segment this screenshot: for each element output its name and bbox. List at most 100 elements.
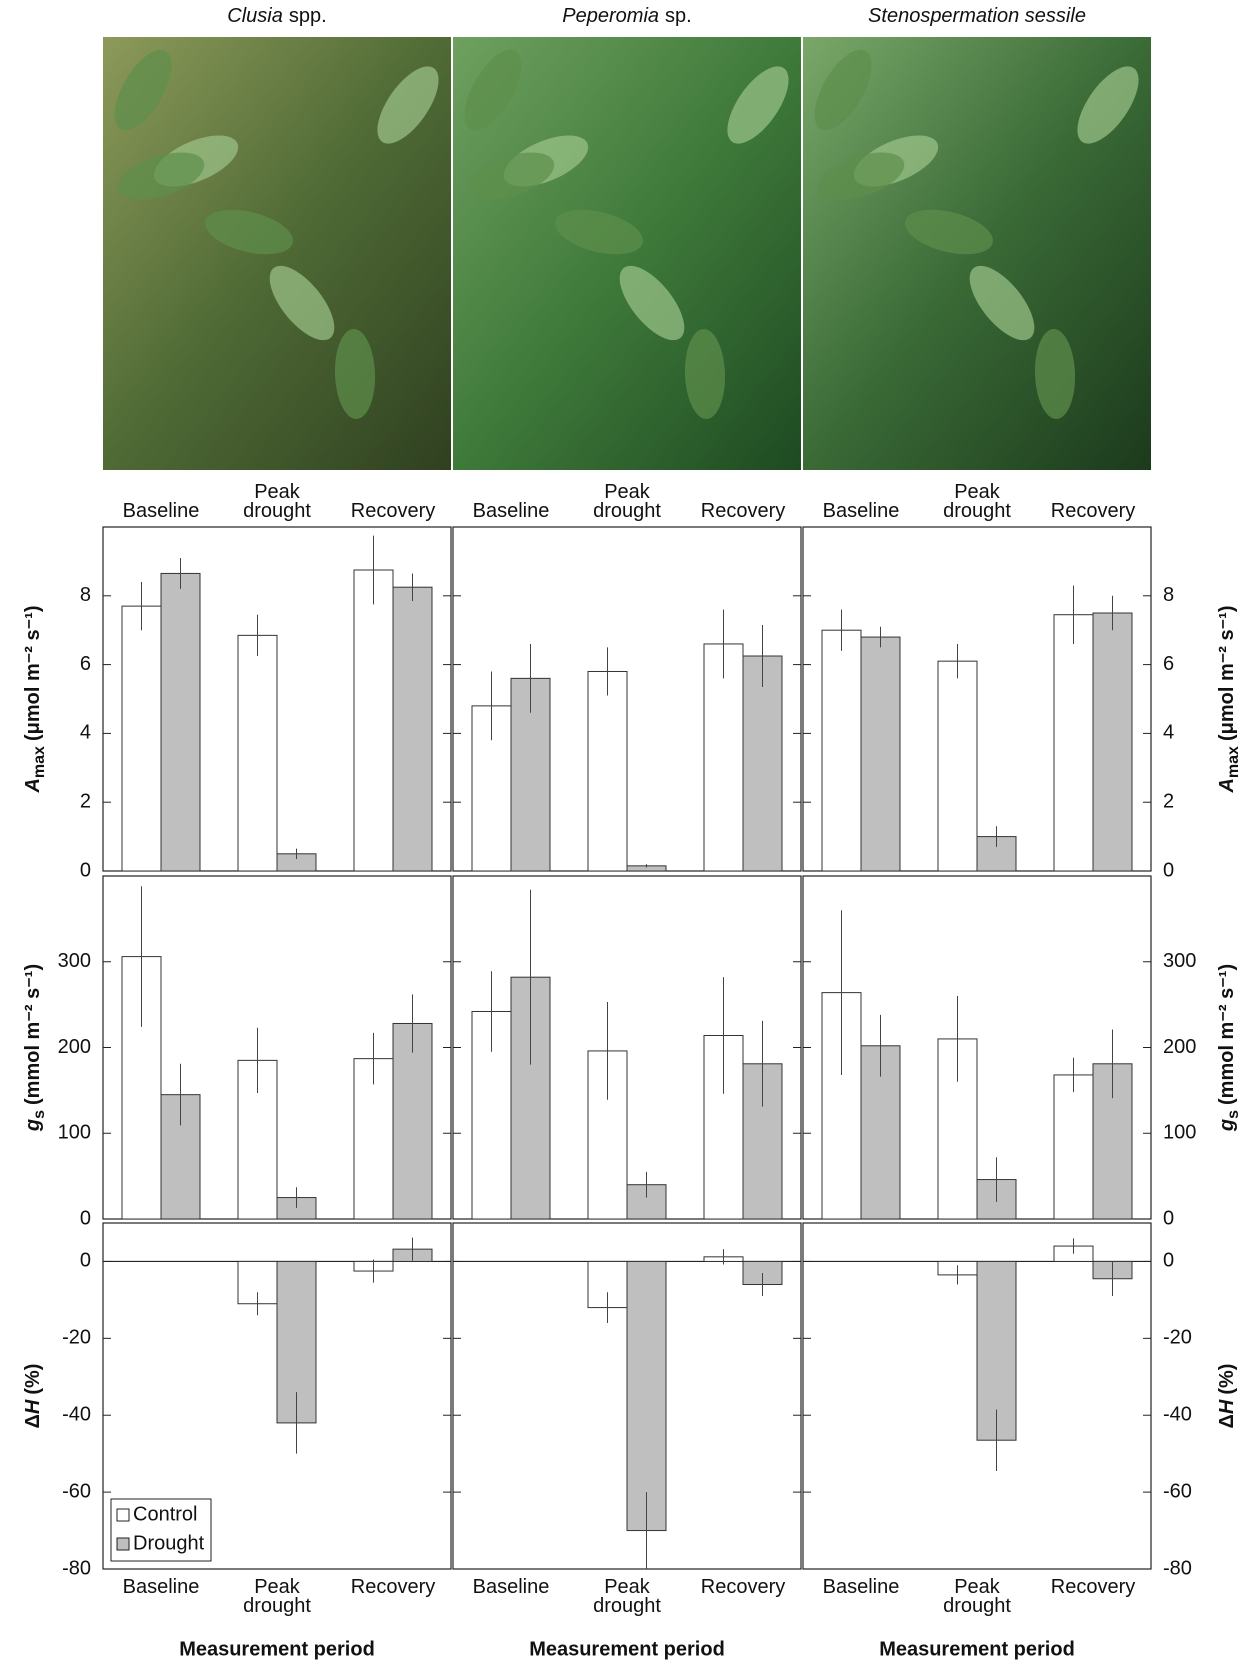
title-rest: sp.	[665, 5, 692, 27]
y-tick-label: -80	[62, 1557, 91, 1579]
y-tick-label: 300	[1163, 950, 1196, 972]
y-tick-label: 0	[1163, 1250, 1174, 1272]
y-tick-label: 0	[1163, 859, 1174, 881]
x-tick-label: Baseline	[472, 1576, 550, 1598]
y-tick-label: 6	[1163, 653, 1174, 675]
y-label-symbol: H	[22, 1399, 44, 1414]
photo-leaf	[555, 209, 643, 255]
y-label-unit: (μmol m⁻² s⁻¹)	[22, 605, 44, 741]
y-label-unit: (%)	[1216, 1364, 1238, 1395]
x-tick-label: Baseline	[822, 500, 900, 522]
y-tick-label: 2	[1163, 790, 1174, 812]
x-axis-label: Measurement period	[179, 1638, 375, 1660]
photo-leaf	[467, 152, 555, 200]
y-label-unit: (mmol m⁻² s⁻¹)	[1216, 964, 1238, 1105]
bar	[237, 634, 278, 872]
legend-swatch	[116, 1537, 130, 1551]
y-tick-label: 0	[80, 1207, 91, 1229]
y-label-unit: (mmol m⁻² s⁻¹)	[22, 964, 44, 1105]
bar	[937, 1038, 978, 1220]
x-axis-label: Measurement period	[529, 1638, 725, 1660]
y-tick-label: 0	[80, 859, 91, 881]
bar	[392, 1022, 433, 1220]
y-label-prefix: Δ	[1216, 1414, 1238, 1428]
x-tick-label: Peak drought	[243, 481, 311, 522]
photo-leaf	[205, 209, 293, 255]
y-tick-label: -60	[1163, 1480, 1192, 1502]
x-tick-label: Peak drought	[243, 1576, 311, 1617]
photo-leaf	[117, 152, 205, 200]
y-tick-label: 100	[1163, 1122, 1196, 1144]
y-tick-label: 100	[58, 1122, 91, 1144]
plot-frame	[102, 1222, 452, 1570]
y-tick-label: -40	[62, 1404, 91, 1426]
x-tick-label: Peak drought	[943, 1576, 1011, 1617]
y-tick-label: 8	[80, 584, 91, 606]
photo-leaf	[1077, 66, 1139, 144]
y-tick-label: 8	[1163, 584, 1174, 606]
y-tick-label: -40	[1163, 1404, 1192, 1426]
x-tick-label: Recovery	[350, 500, 436, 522]
y-label-symbol: A	[1216, 778, 1238, 793]
legend-swatch	[116, 1508, 130, 1522]
y-label-subscript: max	[1225, 746, 1242, 778]
photo-leaf	[727, 66, 789, 144]
y-label-prefix: Δ	[22, 1414, 44, 1428]
bar	[1092, 612, 1133, 872]
y-tick-label: 2	[80, 790, 91, 812]
y-axis-label: Amax (μmol m⁻² s⁻¹)	[1216, 605, 1242, 793]
y-tick-label: 4	[80, 722, 91, 744]
column-title: Peperomia sp.	[562, 5, 691, 27]
y-label-symbol: H	[1216, 1399, 1238, 1414]
x-tick-label: Recovery	[1050, 1576, 1136, 1598]
photo-leaf	[619, 265, 685, 341]
y-tick-label: -80	[1163, 1557, 1192, 1579]
bar	[587, 670, 628, 872]
plot-frame	[802, 1222, 1152, 1570]
genus: Peperomia	[562, 5, 659, 27]
photo-leaf	[684, 329, 726, 419]
x-tick-label: Baseline	[472, 500, 550, 522]
photo-leaf	[1034, 329, 1076, 419]
plot-frame	[452, 1222, 802, 1570]
column-title: Stenospermation sessile	[868, 5, 1086, 27]
bar	[1053, 1074, 1094, 1220]
photo-leaf	[905, 209, 993, 255]
photo-leaf	[464, 49, 522, 131]
y-axis-label: ΔH (%)	[1216, 1364, 1238, 1429]
y-label-subscript: max	[31, 746, 48, 778]
y-tick-label: 300	[58, 950, 91, 972]
y-tick-label: -20	[62, 1327, 91, 1349]
y-axis-label: gs (mmol m⁻² s⁻¹)	[22, 964, 48, 1132]
photo-leaf	[114, 49, 172, 131]
x-tick-label: Peak drought	[943, 481, 1011, 522]
x-tick-label: Recovery	[1050, 500, 1136, 522]
bar	[860, 636, 901, 872]
x-tick-label: Baseline	[122, 1576, 200, 1598]
genus: Clusia	[227, 5, 283, 27]
x-tick-label: Recovery	[700, 1576, 786, 1598]
x-tick-label: Peak drought	[593, 1576, 661, 1617]
y-label-symbol: g	[1216, 1119, 1238, 1132]
bar	[1053, 614, 1094, 872]
y-label-subscript: s	[1225, 1110, 1242, 1119]
bar	[821, 629, 862, 872]
y-label-symbol: g	[22, 1119, 44, 1132]
bar	[121, 605, 162, 872]
x-tick-label: Recovery	[700, 500, 786, 522]
y-tick-label: 0	[80, 1250, 91, 1272]
x-tick-label: Baseline	[122, 500, 200, 522]
bar	[703, 643, 744, 872]
photo-leaf	[817, 152, 905, 200]
photo-leaf	[814, 49, 872, 131]
photo-leaf	[969, 265, 1035, 341]
y-tick-label: -60	[62, 1480, 91, 1502]
title-rest: spp.	[289, 5, 327, 27]
bar	[742, 655, 783, 872]
x-tick-label: Peak drought	[593, 481, 661, 522]
column-title: Clusia spp.	[227, 5, 326, 27]
photo-leaf	[334, 329, 376, 419]
y-tick-label: 200	[1163, 1036, 1196, 1058]
y-label-unit: (%)	[22, 1364, 44, 1395]
